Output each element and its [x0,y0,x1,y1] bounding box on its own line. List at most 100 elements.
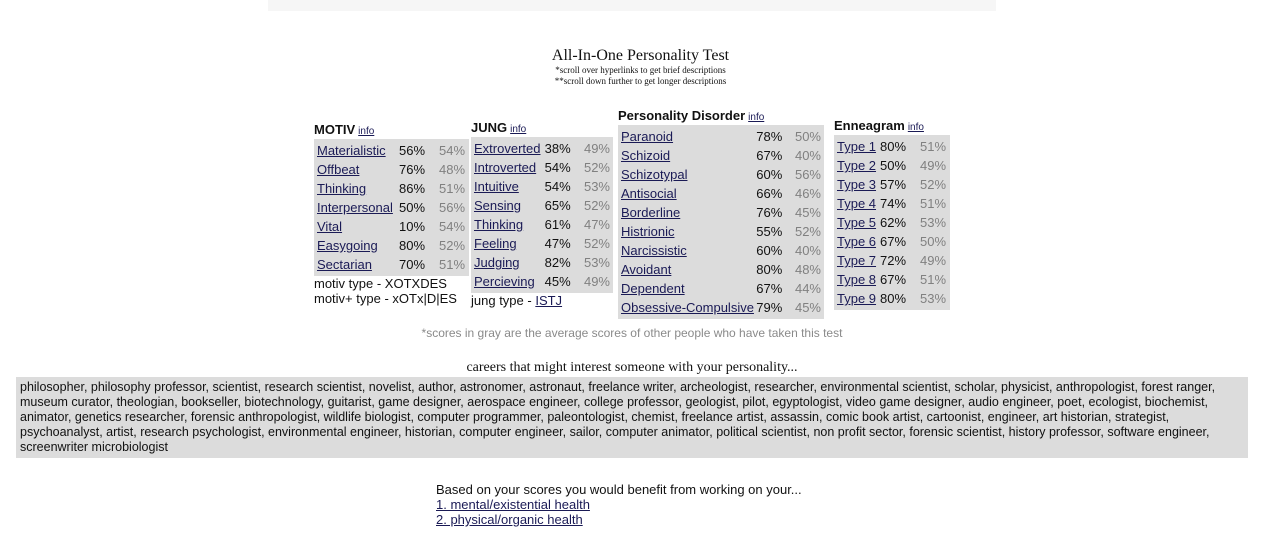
table-row: Interpersonal 50% 56% [317,198,466,217]
motiv-trait-link[interactable]: Offbeat [317,162,360,177]
average-score: 40% [794,148,821,163]
motiv-scores-table: Materialistic 56% 54% Offbeat 76% 48% Thinki… [314,139,469,276]
jung-info-link[interactable]: info [510,124,527,135]
pd-trait-link[interactable]: Avoidant [621,262,672,277]
page-title: All-In-One Personality Test [551,47,730,64]
average-score: 46% [794,186,821,201]
jung-type-link[interactable]: ISTJ [535,293,563,308]
table-row: Obsessive-Compulsive 79% 45% [621,298,821,317]
average-score: 48% [794,262,821,277]
top-bar [268,0,996,11]
pd-trait-link[interactable]: Borderline [621,205,681,220]
careers-heading: careers that might interest someone with… [466,360,798,375]
enneagram-type-link[interactable]: Type 1 [837,139,877,154]
page-header: All-In-One Personality Test *scroll over… [0,47,1281,87]
enneagram-type-link[interactable]: Type 9 [837,291,877,306]
pd-trait-link[interactable]: Paranoid [621,129,674,144]
pd-trait-link[interactable]: Schizotypal [621,167,688,182]
benefit-link-mental[interactable]: 1. mental/existential health [436,497,590,512]
enneagram-title: Enneagram [834,118,905,133]
table-row: Materialistic 56% 54% [317,141,466,160]
average-score: 52% [583,198,610,213]
average-score: 54% [439,219,466,234]
score: 65% [544,198,571,213]
benefit-heading: Based on your scores you would benefit f… [436,482,802,497]
average-score: 44% [794,281,821,296]
motiv-trait-link[interactable]: Interpersonal [317,200,393,215]
jung-title: JUNG [471,120,508,135]
table-row: Offbeat 76% 48% [317,160,466,179]
personality-disorder-section: Personality Disorder info Paranoid 78% 50% … [618,108,824,319]
pd-trait-link[interactable]: Histrionic [621,224,675,239]
jung-section: JUNG info Extroverted 38% 49% Introverted 54… [471,120,613,308]
jung-trait-link[interactable]: Introverted [474,160,537,175]
jung-scores-table: Extroverted 38% 49% Introverted 54% 52% Intu… [471,137,613,293]
table-row: Introverted 54% 52% [474,158,610,177]
pd-trait-link[interactable]: Antisocial [621,186,677,201]
motiv-trait-link[interactable]: Easygoing [317,238,378,253]
table-row: Type 4 74% 51% [837,194,947,213]
table-row: Thinking 61% 47% [474,215,610,234]
enneagram-type-link[interactable]: Type 7 [837,253,877,268]
enneagram-info-link[interactable]: info [907,122,924,133]
jung-trait-link[interactable]: Intuitive [474,179,519,194]
table-row: Dependent 67% 44% [621,279,821,298]
pd-trait-link[interactable]: Obsessive-Compulsive [621,300,754,315]
jung-trait-link[interactable]: Extroverted [474,141,541,156]
motiv-section: MOTIV info Materialistic 56% 54% Offbeat 76%… [314,122,469,306]
motiv-trait-link[interactable]: Thinking [317,181,367,196]
benefit-link-physical[interactable]: 2. physical/organic health [436,512,583,527]
average-score: 52% [920,177,947,192]
pd-trait-link[interactable]: Schizoid [621,148,671,163]
average-score: 51% [920,272,947,287]
score: 82% [544,255,571,270]
score: 56% [399,143,426,158]
average-score: 56% [439,200,466,215]
enneagram-type-link[interactable]: Type 6 [837,234,877,249]
score: 60% [756,167,783,182]
pd-trait-link[interactable]: Dependent [621,281,685,296]
score: 76% [399,162,426,177]
pd-title: Personality Disorder [618,108,746,123]
motiv-trait-link[interactable]: Materialistic [317,143,386,158]
jung-type-label: jung type - [471,293,536,308]
jung-trait-link[interactable]: Feeling [474,236,517,251]
table-row: Histrionic 55% 52% [621,222,821,241]
average-score: 51% [439,181,466,196]
score: 67% [880,272,907,287]
score: 45% [544,274,571,289]
score: 54% [544,160,571,175]
pd-scores-table: Paranoid 78% 50% Schizoid 67% 40% Schizotypa… [618,125,824,319]
motiv-trait-link[interactable]: Vital [317,219,343,234]
motiv-info-link[interactable]: info [358,126,375,137]
table-row: Schizoid 67% 40% [621,146,821,165]
jung-trait-link[interactable]: Thinking [474,217,524,232]
average-score: 53% [920,215,947,230]
score: 61% [544,217,571,232]
average-score: 54% [439,143,466,158]
jung-trait-link[interactable]: Judging [474,255,520,270]
enneagram-scores-table: Type 1 80% 51% Type 2 50% 49% Type 3 57% 52% T… [834,135,950,310]
enneagram-type-link[interactable]: Type 4 [837,196,877,211]
table-row: Type 1 80% 51% [837,137,947,156]
score: 47% [544,236,571,251]
score: 10% [399,219,426,234]
score: 86% [399,181,426,196]
average-score: 45% [794,300,821,315]
jung-trait-link[interactable]: Sensing [474,198,521,213]
score: 38% [544,141,571,156]
enneagram-type-link[interactable]: Type 8 [837,272,877,287]
enneagram-type-link[interactable]: Type 5 [837,215,877,230]
table-row: Avoidant 80% 48% [621,260,821,279]
average-score: 53% [920,291,947,306]
jung-trait-link[interactable]: Percieving [474,274,535,289]
table-row: Type 8 67% 51% [837,270,947,289]
enneagram-type-link[interactable]: Type 3 [837,177,877,192]
pd-info-link[interactable]: info [748,112,765,123]
average-score: 49% [920,158,947,173]
average-score: 56% [794,167,821,182]
motiv-trait-link[interactable]: Sectarian [317,257,372,272]
pd-trait-link[interactable]: Narcissistic [621,243,687,258]
table-row: Type 3 57% 52% [837,175,947,194]
enneagram-type-link[interactable]: Type 2 [837,158,877,173]
